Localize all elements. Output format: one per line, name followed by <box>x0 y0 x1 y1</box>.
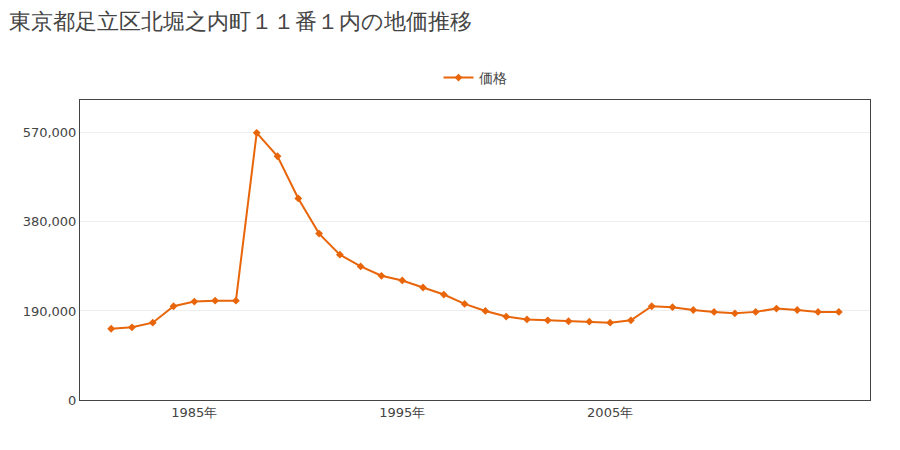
svg-text:2005年: 2005年 <box>587 405 633 420</box>
svg-text:380,000: 380,000 <box>23 214 77 229</box>
svg-text:190,000: 190,000 <box>23 303 77 318</box>
svg-text:東京都足立区北堀之内町１１番１内の地価推移: 東京都足立区北堀之内町１１番１内の地価推移 <box>9 9 472 34</box>
svg-text:1985年: 1985年 <box>171 405 217 420</box>
svg-text:1995年: 1995年 <box>379 405 425 420</box>
svg-text:0: 0 <box>68 393 76 408</box>
svg-text:570,000: 570,000 <box>23 125 77 140</box>
svg-text:価格: 価格 <box>479 70 507 86</box>
